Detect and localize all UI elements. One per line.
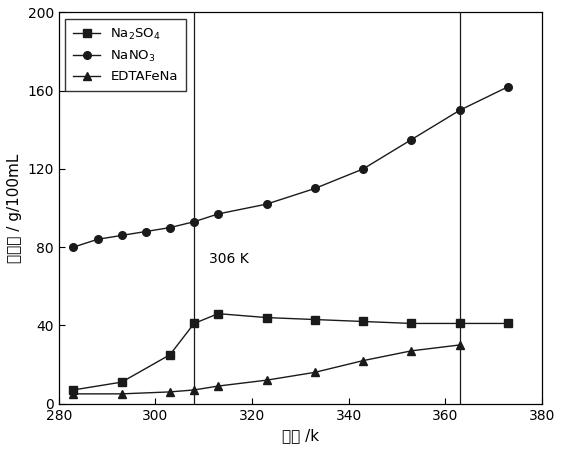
Na$_2$SO$_4$ [70, 387, 77, 393]
EDTAFeNa [360, 358, 366, 363]
EDTAFeNa [456, 342, 463, 348]
NaNO$_3$ [263, 202, 270, 207]
Line: NaNO$_3$: NaNO$_3$ [70, 83, 512, 251]
X-axis label: 温度 /k: 温度 /k [282, 428, 319, 443]
EDTAFeNa [263, 378, 270, 383]
EDTAFeNa [215, 383, 221, 389]
EDTAFeNa [191, 387, 197, 393]
Na$_2$SO$_4$ [118, 379, 125, 385]
NaNO$_3$ [408, 137, 415, 142]
Na$_2$SO$_4$ [191, 321, 197, 326]
NaNO$_3$ [142, 229, 149, 234]
NaNO$_3$ [191, 219, 197, 225]
Na$_2$SO$_4$ [360, 319, 366, 324]
NaNO$_3$ [505, 84, 511, 90]
NaNO$_3$ [456, 108, 463, 113]
NaNO$_3$ [311, 186, 318, 191]
EDTAFeNa [70, 391, 77, 396]
NaNO$_3$ [94, 237, 101, 242]
NaNO$_3$ [215, 211, 221, 216]
Na$_2$SO$_4$ [263, 315, 270, 320]
NaNO$_3$ [360, 166, 366, 171]
NaNO$_3$ [70, 244, 77, 250]
Line: Na$_2$SO$_4$: Na$_2$SO$_4$ [70, 310, 512, 394]
EDTAFeNa [408, 348, 415, 354]
Na$_2$SO$_4$ [456, 321, 463, 326]
EDTAFeNa [311, 369, 318, 375]
NaNO$_3$ [166, 225, 173, 230]
Na$_2$SO$_4$ [215, 311, 221, 316]
Legend: Na$_2$SO$_4$, NaNO$_3$, EDTAFeNa: Na$_2$SO$_4$, NaNO$_3$, EDTAFeNa [65, 19, 185, 91]
Y-axis label: 溶解度 / g/100mL: 溶解度 / g/100mL [7, 153, 22, 263]
Text: 306 K: 306 K [209, 252, 248, 266]
Na$_2$SO$_4$ [311, 317, 318, 322]
Na$_2$SO$_4$ [166, 352, 173, 357]
Na$_2$SO$_4$ [408, 321, 415, 326]
NaNO$_3$ [118, 233, 125, 238]
Line: EDTAFeNa: EDTAFeNa [70, 341, 464, 398]
EDTAFeNa [166, 389, 173, 395]
EDTAFeNa [118, 391, 125, 396]
Na$_2$SO$_4$ [505, 321, 511, 326]
